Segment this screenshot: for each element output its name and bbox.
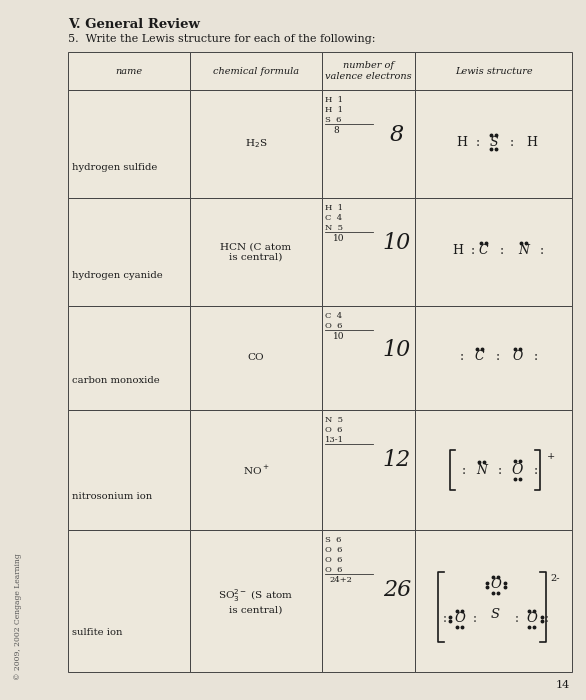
Text: number of
valence electrons: number of valence electrons xyxy=(325,62,412,80)
Text: 10: 10 xyxy=(333,332,345,341)
Text: O: O xyxy=(512,349,523,363)
Text: 24+2: 24+2 xyxy=(329,576,352,584)
Bar xyxy=(322,198,415,306)
Bar xyxy=(68,306,190,410)
Text: C  4: C 4 xyxy=(325,214,342,222)
Text: 14: 14 xyxy=(556,680,570,690)
Text: H: H xyxy=(452,244,463,256)
Text: :: : xyxy=(442,612,447,626)
Text: :: : xyxy=(498,463,502,477)
Text: hydrogen sulfide: hydrogen sulfide xyxy=(72,163,158,172)
Text: :: : xyxy=(495,349,499,363)
Text: :: : xyxy=(461,463,465,477)
Text: O: O xyxy=(526,612,537,626)
Text: :: : xyxy=(540,244,544,256)
Text: © 2009, 2002 Cengage Learning: © 2009, 2002 Cengage Learning xyxy=(14,553,22,680)
Text: S  6: S 6 xyxy=(325,116,342,124)
Bar xyxy=(190,530,322,672)
Text: 12: 12 xyxy=(383,449,411,471)
Text: NO$^+$: NO$^+$ xyxy=(243,463,269,477)
Text: :: : xyxy=(515,612,519,626)
Text: H: H xyxy=(526,136,537,148)
Bar xyxy=(68,90,190,198)
Text: C: C xyxy=(479,244,488,256)
Text: :: : xyxy=(475,136,479,148)
Text: :: : xyxy=(533,463,537,477)
Text: 10: 10 xyxy=(383,339,411,361)
Text: 2-: 2- xyxy=(550,574,560,583)
Text: 10: 10 xyxy=(383,232,411,254)
Text: 5.  Write the Lewis structure for each of the following:: 5. Write the Lewis structure for each of… xyxy=(68,34,376,44)
Text: HCN (C atom
is central): HCN (C atom is central) xyxy=(220,242,292,262)
Bar xyxy=(68,410,190,530)
Bar xyxy=(415,90,572,198)
Bar xyxy=(322,90,415,198)
Bar xyxy=(415,530,572,672)
Bar xyxy=(68,198,190,306)
Bar xyxy=(322,410,415,530)
Text: :: : xyxy=(499,244,503,256)
Text: O  6: O 6 xyxy=(325,556,342,564)
Text: H$_2$S: H$_2$S xyxy=(245,138,267,150)
Text: :: : xyxy=(472,612,476,626)
Text: :: : xyxy=(459,349,464,363)
Bar xyxy=(190,198,322,306)
Text: S  6: S 6 xyxy=(325,536,342,544)
Text: H  1: H 1 xyxy=(325,204,343,212)
Bar xyxy=(190,306,322,410)
Bar xyxy=(322,530,415,672)
Text: 10: 10 xyxy=(333,234,345,243)
Text: carbon monoxide: carbon monoxide xyxy=(72,377,160,386)
Text: name: name xyxy=(115,66,142,76)
Text: C: C xyxy=(475,349,484,363)
Text: :: : xyxy=(471,244,475,256)
Text: O: O xyxy=(512,463,523,477)
Text: 13-1: 13-1 xyxy=(325,436,344,444)
Text: O: O xyxy=(454,612,465,626)
Text: :: : xyxy=(533,349,537,363)
Text: H: H xyxy=(456,136,467,148)
Bar xyxy=(415,306,572,410)
Text: V. General Review: V. General Review xyxy=(68,18,200,31)
Text: :: : xyxy=(509,136,513,148)
Bar xyxy=(190,90,322,198)
Text: C  4: C 4 xyxy=(325,312,342,320)
Bar xyxy=(190,52,322,90)
Text: 8: 8 xyxy=(390,125,404,146)
Text: O  6: O 6 xyxy=(325,426,342,434)
Bar xyxy=(68,530,190,672)
Text: hydrogen cyanide: hydrogen cyanide xyxy=(72,272,163,280)
Bar xyxy=(322,52,415,90)
Bar xyxy=(68,52,190,90)
Bar xyxy=(322,306,415,410)
Text: chemical formula: chemical formula xyxy=(213,66,299,76)
Text: S: S xyxy=(489,136,498,148)
Text: 26: 26 xyxy=(383,579,411,601)
Text: N  5: N 5 xyxy=(325,416,343,424)
Text: N  5: N 5 xyxy=(325,224,343,232)
Bar xyxy=(190,410,322,530)
Text: N: N xyxy=(476,463,487,477)
Text: S: S xyxy=(491,608,500,622)
Text: H  1: H 1 xyxy=(325,96,343,104)
Text: 8: 8 xyxy=(333,126,339,135)
Text: SO$_3^{2-}$ (S atom
is central): SO$_3^{2-}$ (S atom is central) xyxy=(219,587,294,615)
Bar xyxy=(415,410,572,530)
Text: N: N xyxy=(518,244,529,256)
Text: O: O xyxy=(490,578,501,592)
Text: O  6: O 6 xyxy=(325,566,342,574)
Text: :: : xyxy=(544,612,548,626)
Text: nitrosonium ion: nitrosonium ion xyxy=(72,492,152,501)
Text: CO: CO xyxy=(248,354,264,363)
Text: +: + xyxy=(547,452,555,461)
Text: Lewis structure: Lewis structure xyxy=(455,66,532,76)
Text: O  6: O 6 xyxy=(325,322,342,330)
Bar xyxy=(415,52,572,90)
Text: H  1: H 1 xyxy=(325,106,343,114)
Text: O  6: O 6 xyxy=(325,546,342,554)
Text: sulfite ion: sulfite ion xyxy=(72,628,122,637)
Bar xyxy=(415,198,572,306)
